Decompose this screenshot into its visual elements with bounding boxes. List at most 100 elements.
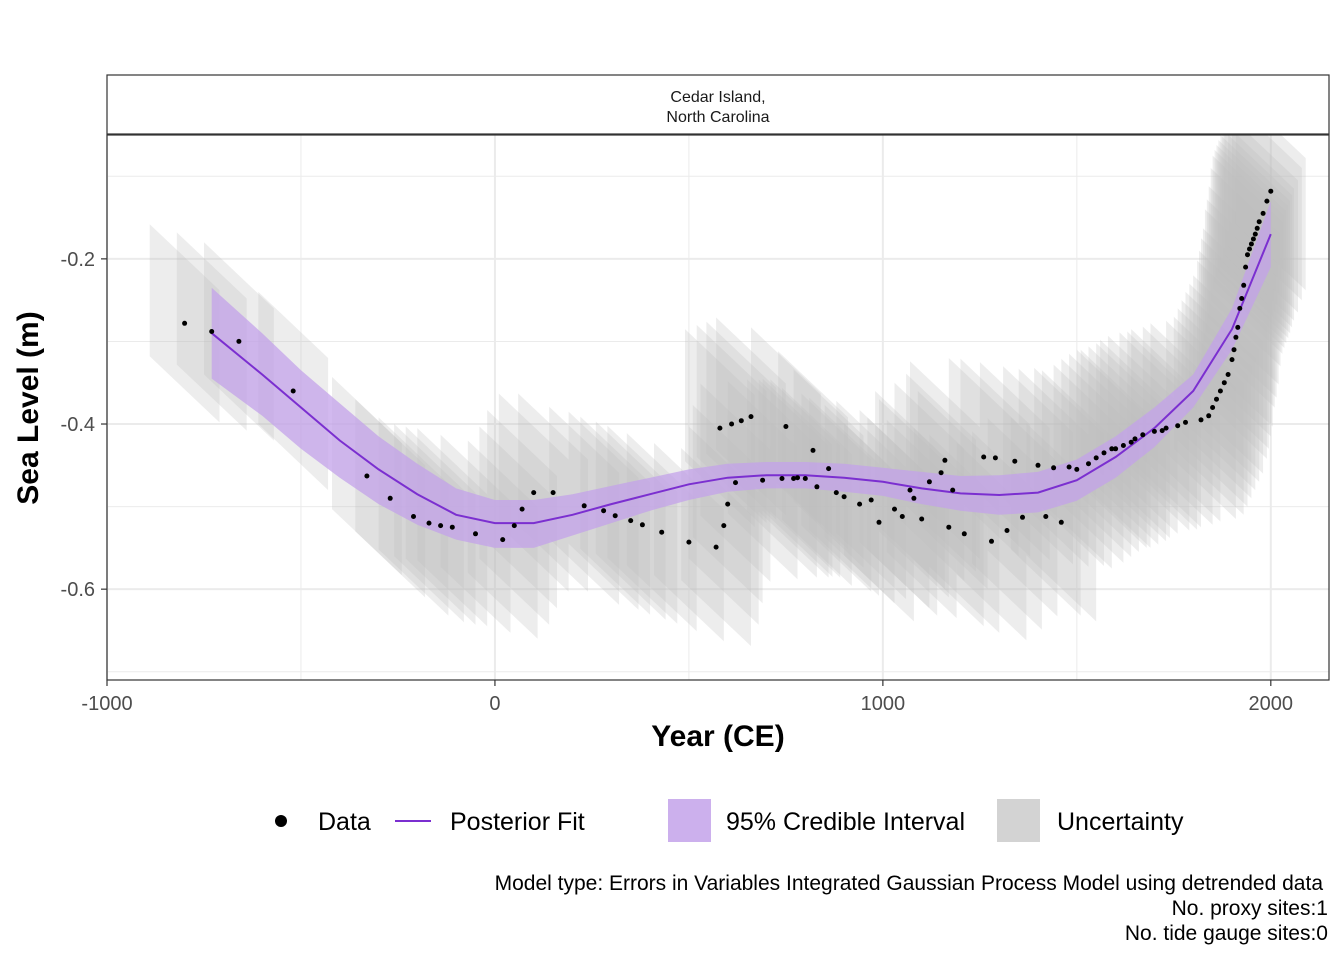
data-point — [531, 490, 537, 496]
data-point — [628, 518, 634, 524]
data-point — [841, 494, 847, 500]
data-point — [907, 487, 913, 493]
data-point — [438, 523, 444, 529]
credible-interval-area — [211, 201, 1271, 548]
data-point — [1206, 413, 1212, 419]
legend-data-key — [275, 815, 287, 827]
data-point — [1264, 198, 1270, 204]
data-point — [1245, 252, 1250, 258]
data-point — [1239, 296, 1245, 301]
data-point — [1128, 439, 1134, 445]
data-point — [802, 476, 808, 481]
x-tick-label: 1000 — [861, 693, 906, 715]
data-point — [519, 506, 525, 512]
data-point — [783, 424, 789, 429]
x-axis: -1000 0 1000 2000 — [81, 680, 1293, 715]
data-point — [1132, 436, 1138, 442]
data-point — [1058, 519, 1064, 525]
data-point — [1004, 528, 1010, 533]
data-point — [760, 477, 766, 483]
data-point — [500, 537, 506, 543]
legend: Data Posterior Fit 95% Credible Interval… — [275, 799, 1184, 842]
caption: Model type: Errors in Variables Integrat… — [495, 872, 1328, 945]
caption-line-3: No. tide gauge sites:0 — [1125, 922, 1328, 945]
caption-line-1: Model type: Errors in Variables Integrat… — [495, 872, 1324, 895]
data-point — [1217, 388, 1223, 394]
data-point — [449, 524, 455, 530]
data-point — [1043, 514, 1049, 519]
panel-title-line1: Cedar Island, — [670, 89, 765, 106]
data-point — [387, 495, 393, 501]
data-point — [290, 388, 296, 394]
data-point — [1231, 347, 1237, 353]
data-point — [364, 473, 370, 479]
data-point — [857, 501, 863, 507]
legend-uncertainty-key — [997, 799, 1040, 842]
data-point — [1233, 334, 1239, 340]
data-point — [1248, 241, 1254, 247]
data-point — [1256, 219, 1262, 225]
data-point — [1260, 210, 1266, 216]
data-point — [1113, 446, 1119, 452]
data-point — [876, 519, 882, 525]
data-point — [511, 523, 517, 529]
posterior-fit-line — [211, 233, 1272, 525]
legend-data-label: Data — [318, 808, 371, 836]
data-point — [639, 522, 645, 528]
caption-line-2: No. proxy sites:1 — [1172, 897, 1328, 920]
credible-interval-band — [211, 201, 1271, 548]
data-point — [601, 508, 607, 514]
panel-frame — [106, 134, 1330, 681]
data-point — [1109, 446, 1115, 452]
data-point — [911, 495, 917, 501]
data-point — [1250, 236, 1256, 242]
data-point — [1140, 432, 1146, 438]
data-point — [686, 539, 692, 545]
y-axis-title: Sea Level (m) — [12, 311, 45, 504]
data-point — [733, 480, 738, 486]
panel-border — [106, 134, 1330, 681]
data-point — [1247, 246, 1252, 252]
data-point — [892, 506, 897, 512]
data-point — [926, 479, 932, 485]
y-axis: -0.6 -0.4 -0.2 — [61, 249, 107, 601]
data-point — [1268, 188, 1274, 194]
data-point — [1020, 514, 1025, 520]
data-point — [779, 476, 785, 481]
data-point — [946, 524, 952, 530]
data-point — [748, 414, 754, 420]
data-point — [942, 457, 948, 463]
data-point — [961, 531, 967, 537]
data-point — [1229, 357, 1235, 363]
x-tick-label: 2000 — [1249, 693, 1294, 715]
data-point — [411, 514, 416, 519]
data-point — [1210, 405, 1216, 410]
data-point — [1066, 464, 1072, 470]
y-tick-label: -0.2 — [61, 249, 95, 271]
data-point — [713, 544, 719, 550]
strip-background — [106, 74, 1330, 135]
data-point — [981, 454, 987, 460]
posterior-fit-path — [211, 233, 1272, 525]
data-point — [1151, 428, 1157, 434]
data-point — [1086, 461, 1091, 467]
data-point — [236, 338, 242, 344]
data-point — [1101, 450, 1107, 456]
data-point — [1221, 380, 1227, 386]
data-points — [182, 188, 1274, 550]
data-point — [1235, 324, 1241, 330]
data-point — [182, 320, 188, 326]
data-point — [833, 490, 839, 496]
data-point — [950, 487, 956, 493]
data-point — [989, 538, 994, 544]
data-point — [810, 447, 816, 453]
data-point — [725, 501, 731, 507]
data-point — [1243, 264, 1249, 270]
legend-uncertainty-label: Uncertainty — [1057, 808, 1184, 836]
data-point — [1237, 305, 1243, 311]
data-point — [992, 455, 998, 461]
data-point — [729, 421, 735, 427]
data-point — [738, 418, 744, 424]
data-point — [550, 490, 556, 496]
data-point — [612, 513, 618, 519]
